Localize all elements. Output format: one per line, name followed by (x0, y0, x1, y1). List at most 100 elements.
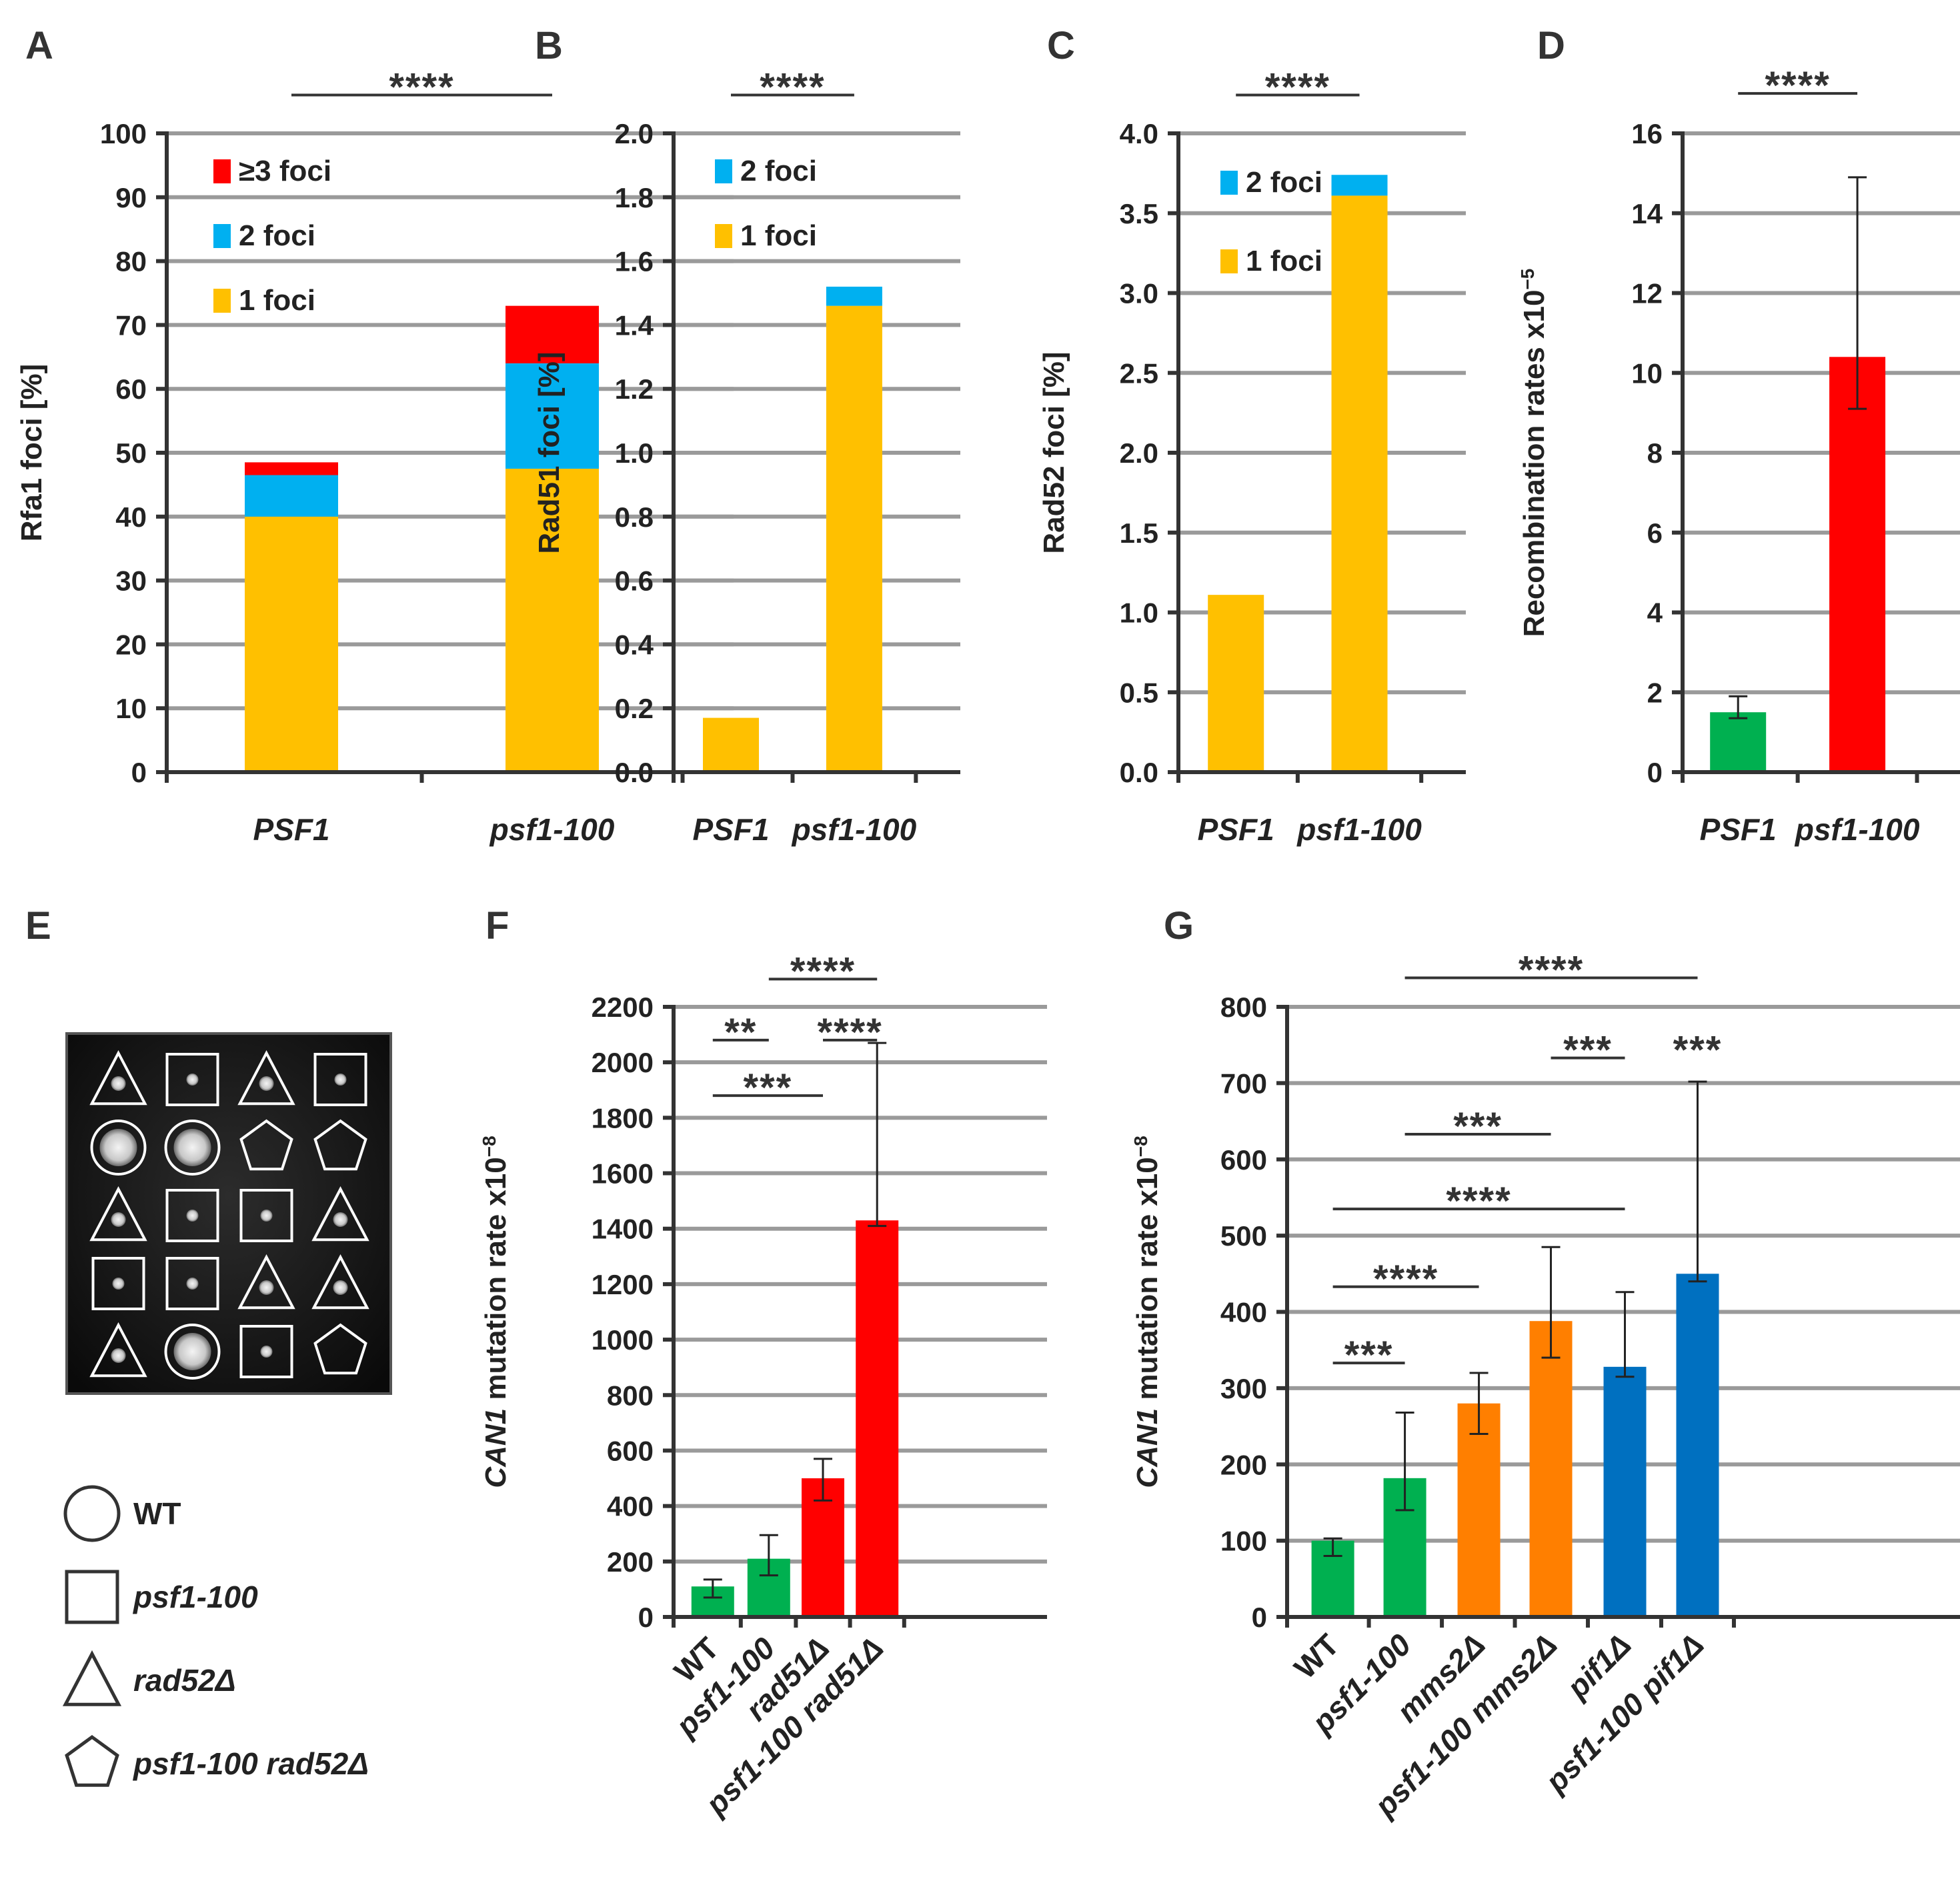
y-tick-label: 6 (1647, 517, 1663, 549)
bar-segment (506, 468, 599, 772)
y-tick-label: 1000 (592, 1324, 654, 1356)
bar (1457, 1403, 1501, 1617)
bar (1710, 712, 1767, 772)
y-axis-label: Rad52 foci [%] (1038, 351, 1070, 553)
x-tick-label: PSF1 (1198, 812, 1274, 847)
tetrad-outline-triangle (311, 1186, 369, 1242)
significance-label: **** (1765, 64, 1830, 107)
y-tick-label: 10 (1631, 357, 1663, 389)
y-tick-label: 50 (115, 437, 147, 469)
x-tick-label: PSF1 (1700, 812, 1777, 847)
legend-label: 2 foci (740, 155, 817, 187)
bar-segment (1331, 195, 1388, 772)
legend-swatch (213, 289, 231, 313)
y-tick-label: 1.0 (615, 437, 654, 469)
significance-label: **** (760, 66, 825, 109)
colony (186, 1278, 199, 1290)
y-tick-label: 2.0 (1120, 437, 1158, 469)
y-tick-label: 700 (1220, 1068, 1267, 1099)
chart-A: A 0 10 20 30 40 50 60 70 80 90 100 PSF1 psf1-100 Rfa1 … (15, 24, 734, 847)
tetrad-outline-circle (90, 1120, 147, 1176)
panel-letter: G (1164, 904, 1194, 948)
legend-label: psf1-100 rad52Δ (132, 1746, 369, 1781)
y-tick-label: 400 (607, 1491, 654, 1522)
y-axis-label-text: Recombination rates x10 (1518, 290, 1551, 637)
y-tick-label: 4.0 (1120, 118, 1158, 149)
panel-letter: C (1047, 24, 1075, 67)
y-tick-label: 0.0 (1120, 757, 1158, 788)
x-tick-label: psf1-100 (1794, 812, 1920, 847)
y-tick-label: 1.0 (1120, 597, 1158, 629)
y-axis-label: Rad51 foci [%] (533, 351, 566, 553)
significance-label: *** (1563, 1029, 1613, 1072)
significance-label: *** (1453, 1105, 1503, 1148)
x-tick-label: PSF1 (253, 812, 329, 847)
x-tick-label: psf1-100 (489, 812, 615, 847)
bar-segment (1208, 595, 1264, 772)
y-tick-label: 2.5 (1120, 357, 1158, 389)
y-tick-label: 1200 (592, 1269, 654, 1300)
bar-segment (245, 475, 338, 517)
y-tick-label: 0 (638, 1602, 654, 1633)
y-axis-label-text: Rfa1 foci [%] (15, 364, 48, 541)
y-tick-label: 200 (1220, 1449, 1267, 1480)
colony (173, 1333, 211, 1370)
y-tick-label: 300 (1220, 1373, 1267, 1404)
y-tick-label: 200 (607, 1546, 654, 1578)
panel-letter: E (25, 904, 51, 948)
y-tick-label: 600 (1220, 1144, 1267, 1176)
y-tick-label: 0.0 (615, 757, 654, 788)
y-axis-label-text: mutation rate x10 (1131, 1157, 1164, 1400)
y-tick-label: 0 (1647, 757, 1663, 788)
y-tick-label: 2000 (592, 1047, 654, 1078)
panel-letter: B (535, 24, 563, 67)
x-tick-label: psf1-100 (1296, 812, 1422, 847)
bar-segment (506, 305, 599, 363)
chart-D: D 0 2 4 6 8 10 12 14 16 PSF1 psf1-100 Recombination … (1517, 24, 1960, 847)
significance-label: *** (744, 1066, 793, 1110)
chart-C: C 0.0 0.5 1.0 1.5 2.0 2.5 3.0 3.5 4.0 PSF1 psf1-100… (1038, 24, 1466, 847)
bar-segment (826, 286, 882, 306)
tetrad-outline-triangle (237, 1254, 295, 1310)
tetrad-outline-square (313, 1053, 367, 1106)
panel-letter: D (1537, 24, 1565, 67)
legend-label: 2 foci (239, 219, 315, 252)
y-axis-label-text: Rad51 foci [%] (533, 351, 566, 553)
y-tick-label: 400 (1220, 1297, 1267, 1328)
bar-segment (703, 717, 759, 772)
legend-swatch (213, 159, 231, 183)
y-tick-label: 12 (1631, 278, 1663, 309)
y-tick-label: 2.0 (615, 118, 654, 149)
tetrad-outline-square (91, 1257, 145, 1310)
y-tick-label: 800 (1220, 992, 1267, 1023)
y-tick-label: 500 (1220, 1220, 1267, 1252)
tetrad-outline-pentagon (313, 1323, 367, 1375)
significance-label: **** (817, 1011, 882, 1054)
y-axis-label-text: mutation rate x10 (479, 1157, 512, 1400)
colony (333, 1280, 348, 1295)
colony (260, 1210, 273, 1222)
colony (112, 1278, 125, 1290)
chart-B: B 0.0 0.2 0.4 0.6 0.8 1.0 1.2 1.4 1.6 1.8 2.0 PSF1 ps… (533, 24, 960, 847)
y-axis-label-exponent: −8 (1130, 1136, 1151, 1157)
y-tick-label: 1.8 (615, 182, 654, 213)
tetrad-outline-triangle (89, 1186, 147, 1242)
tetrad-outline-triangle (89, 1322, 147, 1378)
tetrad-outline-pentagon (313, 1119, 367, 1171)
y-tick-label: 0.6 (615, 565, 654, 597)
y-tick-label: 800 (607, 1380, 654, 1411)
y-tick-label: 14 (1631, 198, 1663, 229)
y-tick-label: 70 (115, 309, 147, 341)
legend-swatch (1220, 171, 1238, 195)
tetrad-outline-triangle (89, 1050, 147, 1106)
legend-swatch (213, 224, 231, 248)
y-tick-label: 2200 (592, 992, 654, 1023)
tetrad-outline-circle (164, 1120, 221, 1176)
legend-label: ≥3 foci (239, 155, 331, 187)
colony (173, 1129, 211, 1166)
significance-label: **** (1446, 1180, 1511, 1223)
panel-e: E WT psf1-100 rad52Δ psf1-100 rad52Δ (25, 904, 392, 1787)
y-tick-label: 100 (1220, 1526, 1267, 1557)
y-tick-label: 1400 (592, 1214, 654, 1245)
